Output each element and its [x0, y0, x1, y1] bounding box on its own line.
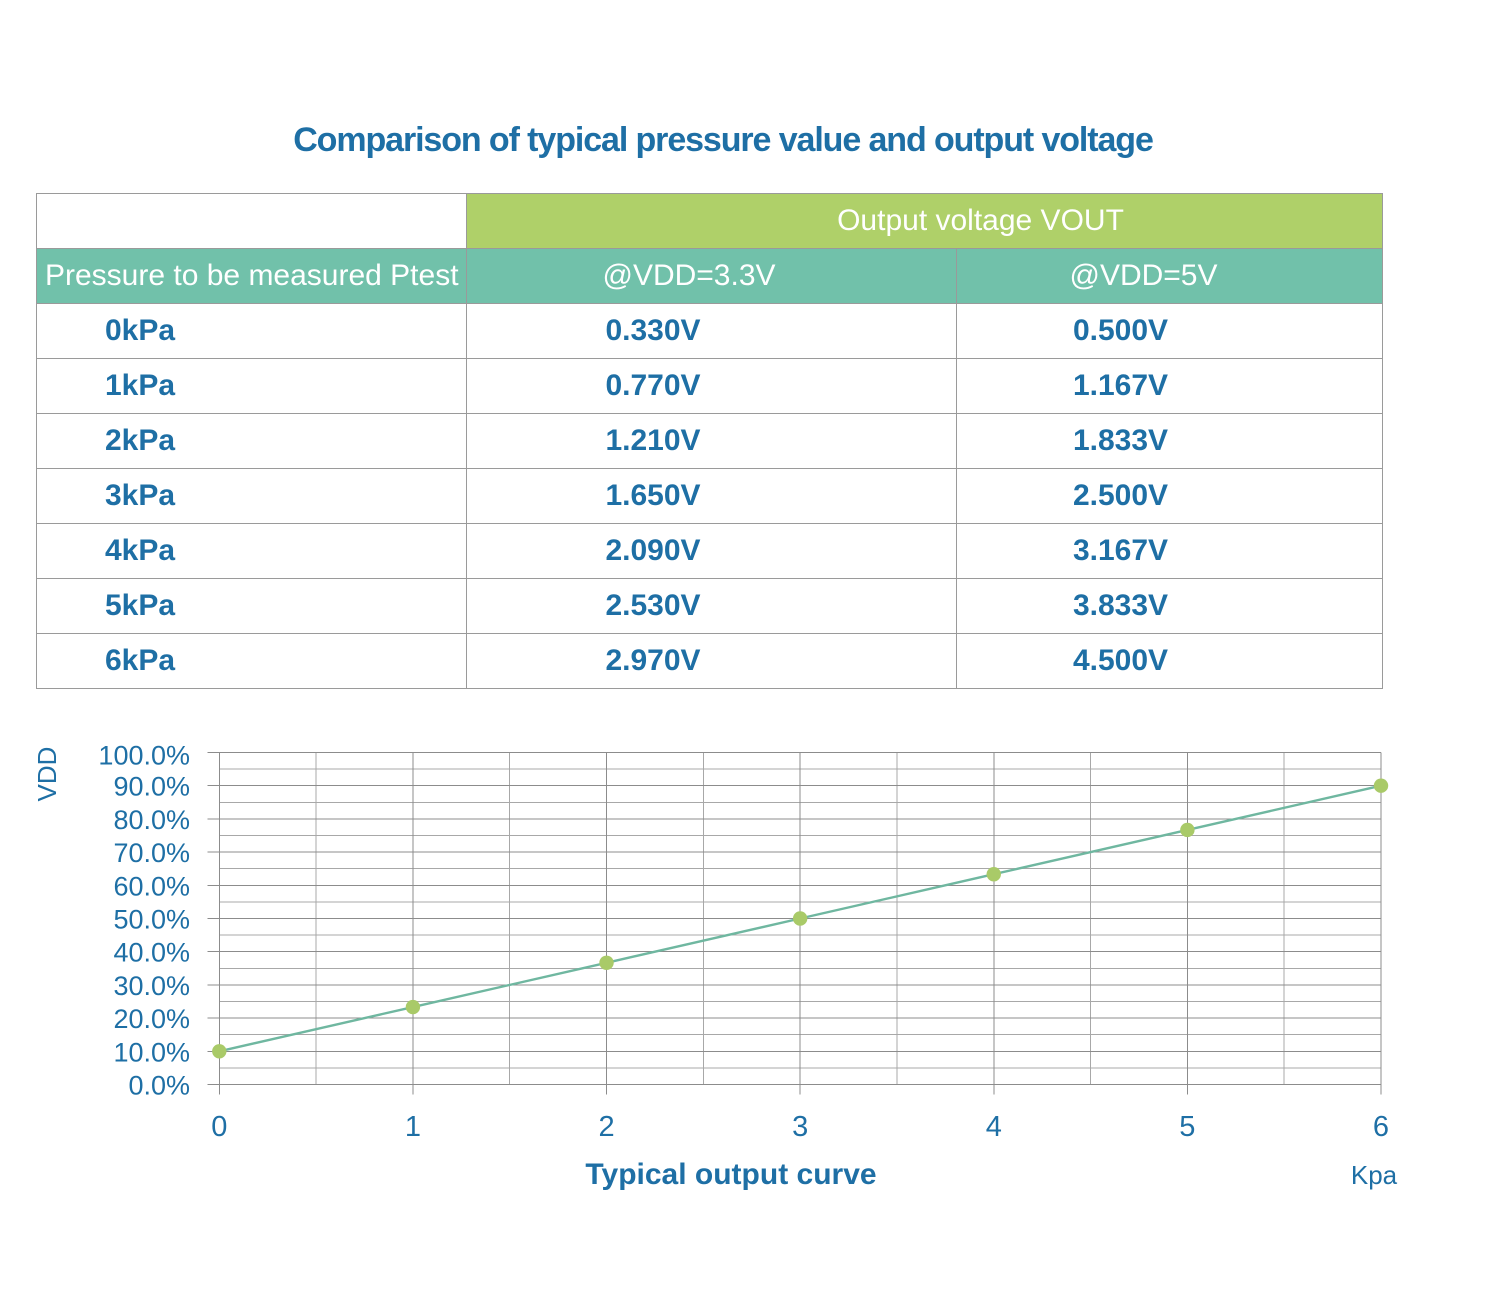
svg-text:70.0%: 70.0% [113, 838, 190, 868]
svg-text:3: 3 [792, 1111, 808, 1143]
svg-text:5: 5 [1179, 1111, 1195, 1143]
svg-text:VDD: VDD [32, 747, 62, 802]
svg-text:Kpa: Kpa [1351, 1160, 1398, 1190]
svg-text:0.0%: 0.0% [128, 1071, 190, 1101]
svg-text:2: 2 [598, 1111, 614, 1143]
svg-text:20.0%: 20.0% [113, 1004, 190, 1034]
svg-text:1: 1 [405, 1111, 421, 1143]
svg-text:50.0%: 50.0% [113, 905, 190, 935]
svg-text:Typical output curve: Typical output curve [585, 1158, 876, 1191]
svg-text:100.0%: 100.0% [98, 741, 190, 771]
svg-text:90.0%: 90.0% [113, 772, 190, 802]
svg-text:30.0%: 30.0% [113, 971, 190, 1001]
svg-text:60.0%: 60.0% [113, 871, 190, 901]
svg-text:10.0%: 10.0% [113, 1037, 190, 1067]
svg-text:4: 4 [986, 1111, 1002, 1143]
svg-text:0: 0 [211, 1111, 227, 1143]
svg-text:6: 6 [1373, 1111, 1389, 1143]
svg-text:40.0%: 40.0% [113, 938, 190, 968]
svg-text:80.0%: 80.0% [113, 805, 190, 835]
